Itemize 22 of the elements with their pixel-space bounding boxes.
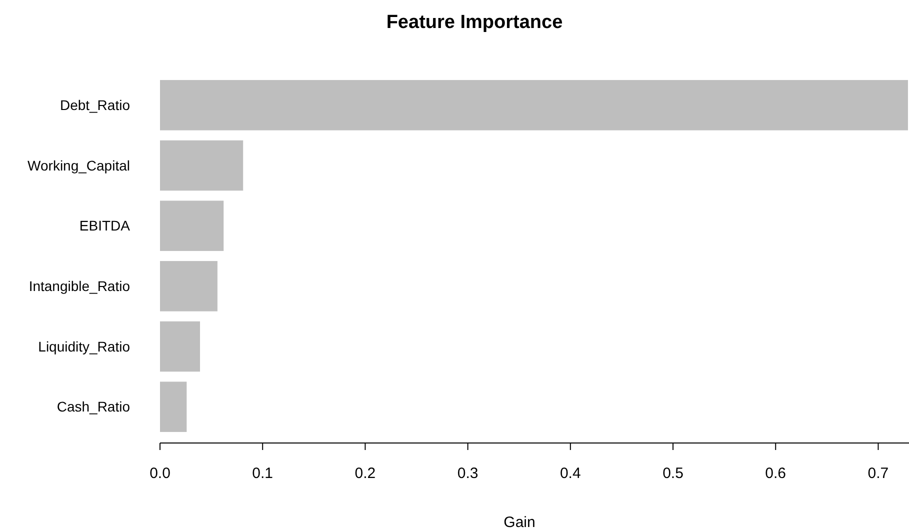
y-tick-label: Liquidity_Ratio [38,338,130,354]
y-tick-label: EBITDA [79,218,131,234]
y-tick-label: Working_Capital [28,157,130,174]
x-tick-label: 0.2 [354,465,376,482]
bar [160,261,218,312]
y-tick-label: Intangible_Ratio [28,278,130,294]
bar [160,200,224,251]
x-axis-title: Gain [504,514,536,531]
x-tick-label: 0.1 [252,465,274,482]
bar [160,80,908,130]
x-tick-label: 0.6 [765,465,786,482]
x-tick-label: 0.0 [150,465,170,482]
x-tick-label: 0.5 [662,465,684,482]
chart-title: Feature Importance [386,12,563,33]
y-tick-label: Debt_Ratio [60,97,130,114]
x-tick-label: 0.7 [868,465,889,482]
x-tick-label: 0.4 [560,465,581,482]
y-tick-label: Cash_Ratio [56,398,130,415]
bar [160,382,187,432]
x-tick-label: 0.3 [457,465,478,482]
bar [160,321,200,372]
bar [160,140,244,191]
